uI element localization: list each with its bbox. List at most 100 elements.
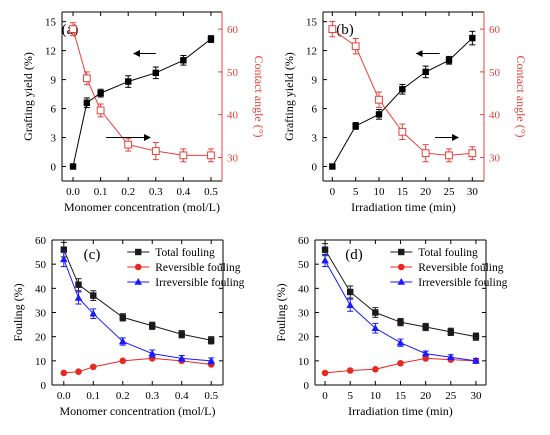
y-tick-label: 50 bbox=[35, 259, 47, 271]
data-point bbox=[372, 365, 379, 373]
data-point bbox=[445, 57, 453, 64]
data-point bbox=[119, 357, 127, 365]
data-point bbox=[375, 95, 383, 104]
y-tick-label: 10 bbox=[298, 356, 310, 368]
data-point bbox=[207, 151, 215, 160]
data-point bbox=[75, 281, 82, 288]
y2-axis-title: Contact angle (°) bbox=[514, 55, 528, 137]
legend-item-reversible-fouling: Reversible fouling bbox=[127, 262, 241, 274]
panel-d: 0 5 10 15 20 25 30 0 10 20 30 40 50 60 Irradiation tim… bbox=[274, 235, 508, 418]
y-tick-label: 0 bbox=[51, 162, 57, 174]
data-point bbox=[446, 353, 455, 361]
data-point bbox=[119, 314, 126, 321]
data-point bbox=[69, 163, 77, 170]
x-tick-label: 15 bbox=[395, 390, 407, 402]
legend: Total fouling Reversible fouling Irreversi… bbox=[390, 247, 508, 289]
x-axis-title: Monomer concentration (mol/L) bbox=[60, 404, 216, 418]
data-point bbox=[328, 25, 337, 34]
data-point bbox=[346, 367, 354, 374]
data-point bbox=[447, 328, 454, 336]
series-series-1 bbox=[329, 30, 476, 170]
data-point bbox=[422, 323, 429, 331]
y-axis-title: Fouling (%) bbox=[274, 283, 288, 341]
y-tick-label: 0 bbox=[312, 162, 318, 174]
x-tick-label: 0.5 bbox=[204, 186, 218, 198]
panel-label: (b) bbox=[336, 22, 354, 38]
legend-item-reversible-fouling: Reversible fouling bbox=[390, 262, 504, 274]
legend-label: Irreversible fouling bbox=[418, 277, 507, 289]
data-point bbox=[321, 246, 329, 253]
y-tick-label: 20 bbox=[35, 332, 47, 344]
data-point bbox=[469, 34, 476, 42]
x-tick-label: 10 bbox=[370, 390, 382, 402]
data-point bbox=[207, 35, 215, 43]
data-point bbox=[89, 309, 98, 317]
y2-axis-title: Contact angle (°) bbox=[252, 55, 266, 137]
data-point bbox=[321, 369, 329, 377]
data-point bbox=[346, 301, 355, 309]
x-tick-label: 0.4 bbox=[177, 186, 191, 198]
x-tick-label: 15 bbox=[397, 186, 409, 198]
y-tick-label: 0 bbox=[304, 380, 310, 392]
legend-label: Reversible fouling bbox=[418, 262, 504, 274]
x-tick-label: 0.0 bbox=[66, 186, 80, 198]
data-point bbox=[421, 149, 430, 158]
x-tick-label: 5 bbox=[347, 390, 353, 402]
data-point bbox=[396, 338, 405, 346]
y2-tick-label: 60 bbox=[489, 24, 501, 36]
data-point bbox=[397, 318, 404, 326]
data-point bbox=[468, 149, 477, 158]
data-point bbox=[472, 356, 480, 364]
x-tick-label: 30 bbox=[470, 390, 482, 402]
x-tick-label: 0.2 bbox=[121, 186, 135, 198]
y-tick-label: 9 bbox=[312, 75, 318, 87]
data-point bbox=[69, 25, 77, 34]
x-tick-label: 0.3 bbox=[149, 186, 163, 198]
data-point bbox=[347, 288, 354, 296]
y-tick-label: 3 bbox=[312, 133, 318, 145]
x-tick-label: 25 bbox=[445, 390, 457, 402]
data-point bbox=[445, 151, 453, 160]
series-line bbox=[63, 259, 212, 362]
data-point bbox=[90, 292, 97, 299]
y-tick-label: 15 bbox=[306, 17, 318, 29]
legend-item-total-fouling: Total fouling bbox=[390, 247, 478, 259]
y2-tick-label: 40 bbox=[227, 110, 239, 122]
panel-b: 0 5 10 15 20 25 30 0 3 6 9 12 15 30 40 50 60 Irradiation … bbox=[282, 11, 528, 214]
data-point bbox=[60, 369, 68, 377]
data-point bbox=[75, 368, 82, 376]
data-point bbox=[74, 294, 83, 301]
data-point bbox=[422, 68, 429, 76]
x-tick-label: 20 bbox=[420, 186, 432, 198]
panel-c: 0.0 0.1 0.2 0.3 0.4 0.5 0 10 20 30 40 50 60 Monomer c… bbox=[11, 235, 245, 418]
y-tick-label: 3 bbox=[51, 133, 57, 145]
legend-item-total-fouling: Total fouling bbox=[127, 247, 215, 259]
series-series-1 bbox=[69, 35, 215, 170]
panel-label: (c) bbox=[84, 247, 101, 263]
x-tick-label: 5 bbox=[353, 186, 359, 198]
data-point bbox=[398, 127, 407, 136]
y-tick-label: 30 bbox=[298, 308, 310, 320]
y-tick-label: 10 bbox=[35, 356, 47, 368]
data-point bbox=[371, 324, 380, 332]
y-tick-label: 60 bbox=[35, 235, 47, 247]
data-point bbox=[82, 74, 91, 83]
y2-tick-label: 40 bbox=[489, 110, 501, 122]
data-point bbox=[89, 363, 97, 371]
series-line bbox=[63, 357, 212, 374]
legend-item-irreversible-fouling: Irreversible fouling bbox=[127, 277, 245, 289]
data-point bbox=[125, 78, 132, 85]
legend-label: Total fouling bbox=[155, 247, 215, 259]
x-tick-label: 0.2 bbox=[116, 390, 130, 402]
legend-label: Reversible fouling bbox=[155, 262, 241, 274]
legend-marker bbox=[135, 248, 142, 256]
x-tick-label: 0.1 bbox=[94, 186, 108, 198]
legend-item-irreversible-fouling: Irreversible fouling bbox=[390, 277, 508, 289]
y-axis-title: Grafting yield (%) bbox=[21, 52, 35, 141]
data-point bbox=[472, 333, 480, 340]
y-tick-label: 40 bbox=[35, 283, 47, 295]
y2-tick-label: 50 bbox=[227, 67, 239, 79]
x-tick-label: 25 bbox=[444, 186, 456, 198]
legend-label: Total fouling bbox=[418, 247, 478, 259]
